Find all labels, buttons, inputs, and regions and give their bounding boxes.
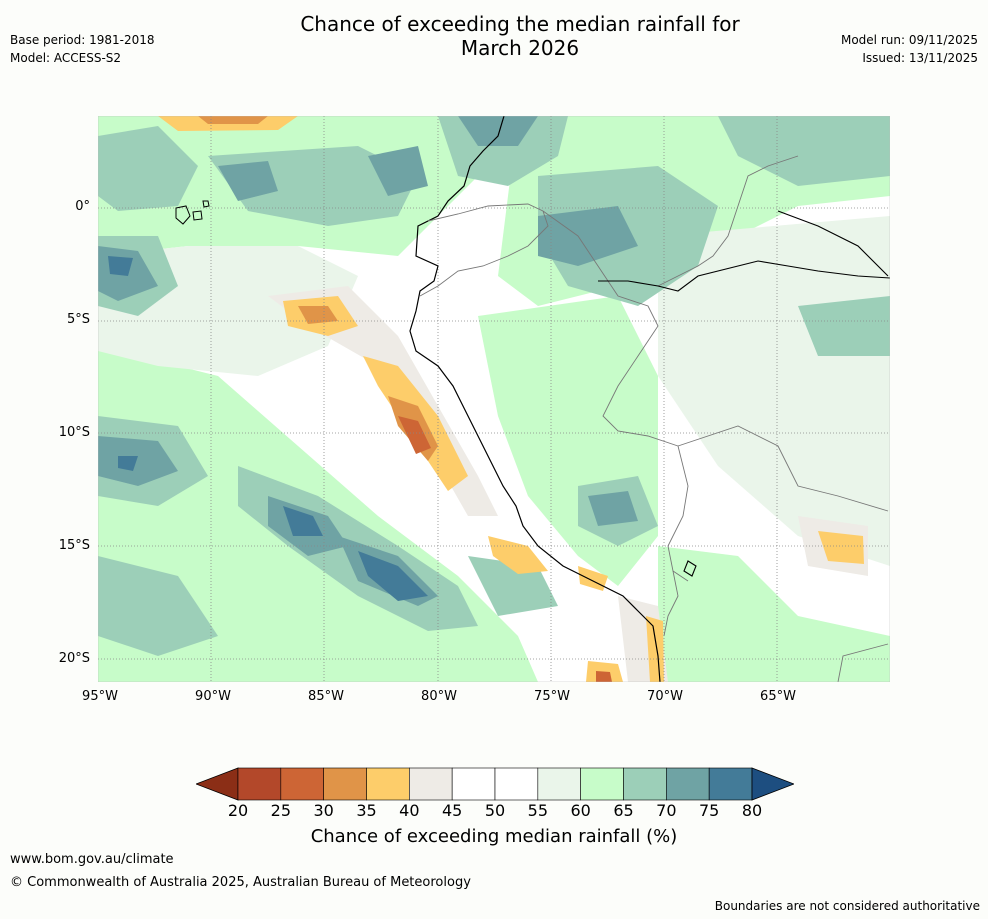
colorbar-tick-label: 70 xyxy=(656,801,677,820)
colorbar-segment xyxy=(323,767,367,801)
colorbar-segment xyxy=(494,767,539,801)
colorbar-segment xyxy=(580,767,624,801)
colorbar-segment xyxy=(623,767,667,801)
border-south xyxy=(837,643,889,682)
field-blue-patch xyxy=(283,506,323,536)
lat-label-5s: 5°S xyxy=(66,312,90,327)
lat-label-10s: 10°S xyxy=(58,425,90,440)
footer-website: www.bom.gov.au/climate xyxy=(10,852,174,867)
country-borders xyxy=(419,155,889,682)
colorbar-segment xyxy=(409,767,453,801)
field-orange-patch xyxy=(198,116,268,124)
colorbar-tick-label: 40 xyxy=(399,801,420,820)
colorbar-tick-label: 45 xyxy=(441,801,463,820)
inland-water xyxy=(598,210,890,577)
issued-text: Issued: 13/11/2025 xyxy=(862,51,978,65)
lon-label-95w: 95°W xyxy=(82,689,118,704)
field-darkteal-patch xyxy=(98,436,178,486)
field-yellow-patch xyxy=(488,536,548,574)
field-darkteal-patch xyxy=(538,206,638,266)
header-meta-left: Base period: 1981-2018 Model: ACCESS-S2 xyxy=(10,31,155,67)
field-darkorange-patch xyxy=(398,416,431,454)
field-yellow-patch xyxy=(818,531,864,564)
colorbar-segment xyxy=(537,767,581,801)
title-line-1: Chance of exceeding the median rainfall … xyxy=(300,12,740,36)
field-darkteal-patch xyxy=(368,146,428,196)
base-period-text: Base period: 1981-2018 xyxy=(10,33,155,47)
title-line-2: March 2026 xyxy=(460,36,580,60)
field-yellow-patch xyxy=(646,616,664,682)
field-teal-patch xyxy=(98,556,218,656)
border-chile-bolivia xyxy=(663,570,679,637)
colorbar-arrow-high xyxy=(751,767,796,801)
lat-label-0: 0° xyxy=(75,199,90,214)
colorbar-tick-label: 60 xyxy=(570,801,591,820)
field-teal-patch xyxy=(798,296,890,356)
island xyxy=(202,200,210,208)
colorbar-tick-label: 65 xyxy=(613,801,634,820)
colorbar-arrow-low xyxy=(194,767,239,801)
model-run-text: Model run: 09/11/2025 xyxy=(840,33,978,47)
lon-label-90w: 90°W xyxy=(195,689,231,704)
river-north xyxy=(777,210,889,277)
colorbar-tick-label: 35 xyxy=(356,801,377,820)
border-peru-bolivia xyxy=(667,445,689,582)
colorbar-tick-label: 75 xyxy=(698,801,720,820)
galapagos-islands xyxy=(175,200,210,225)
field-teal-patch xyxy=(718,116,890,186)
field-yellow-patch xyxy=(586,661,623,682)
page-title: Chance of exceeding the median rainfall … xyxy=(0,12,988,60)
colorbar-segment xyxy=(451,767,496,801)
border-peru-brazil xyxy=(542,210,679,447)
island xyxy=(192,210,203,221)
footer-boundaries-note: Boundaries are not considered authoritat… xyxy=(714,899,980,913)
field-darkteal-patch xyxy=(588,491,638,526)
lon-label-65w: 65°W xyxy=(760,689,796,704)
field-orange-patch xyxy=(596,671,612,682)
model-text: Model: ACCESS-S2 xyxy=(10,51,122,65)
lon-label-70w: 70°W xyxy=(647,689,683,704)
colorbar-tick-label: 50 xyxy=(484,801,506,820)
field-darkteal-patch xyxy=(218,161,278,201)
colorbar-segment xyxy=(237,767,282,801)
field-blue-patch xyxy=(358,551,428,601)
lon-label-75w: 75°W xyxy=(534,689,570,704)
border-bolivia xyxy=(677,425,889,512)
lon-label-80w: 80°W xyxy=(421,689,457,704)
border-colombia-brazil xyxy=(657,155,799,287)
colorbar-tick-label: 25 xyxy=(270,801,291,820)
probability-field xyxy=(98,116,890,682)
amazon-river xyxy=(598,260,890,292)
colorbar-tick-label: 20 xyxy=(227,801,249,820)
colorbar-tick-label: 30 xyxy=(313,801,334,820)
header-meta-right: Model run: 09/11/2025 Issued: 13/11/2025 xyxy=(841,31,978,67)
coastline xyxy=(409,116,661,682)
island xyxy=(175,205,191,225)
colorbar-segment xyxy=(708,767,753,801)
rainfall-map-svg xyxy=(98,116,890,682)
field-green-band xyxy=(658,546,890,682)
colorbar-segment xyxy=(666,767,710,801)
colorbar-segment xyxy=(280,767,324,801)
field-teal-patch xyxy=(98,126,198,211)
lat-label-15s: 15°S xyxy=(58,538,90,553)
footer-copyright: © Commonwealth of Australia 2025, Austra… xyxy=(10,875,471,890)
lon-label-85w: 85°W xyxy=(308,689,344,704)
colorbar-tick-label: 80 xyxy=(741,801,763,820)
colorbar xyxy=(194,766,796,802)
lat-label-20s: 20°S xyxy=(58,651,90,666)
colorbar-svg xyxy=(194,767,796,801)
field-blue-patch xyxy=(108,256,133,276)
border-ecuador-peru xyxy=(419,210,549,297)
border-colombia-ecuador xyxy=(427,203,544,222)
field-blue-patch xyxy=(118,456,138,471)
colorbar-segment xyxy=(366,767,410,801)
graticule xyxy=(98,116,890,682)
colorbar-tick-label: 55 xyxy=(527,801,548,820)
field-darkteal-patch xyxy=(458,116,538,146)
field-orange-patch xyxy=(298,306,338,324)
lake-titicaca xyxy=(683,560,697,577)
rainfall-map xyxy=(98,116,890,682)
legend-title: Chance of exceeding median rainfall (%) xyxy=(310,826,678,847)
